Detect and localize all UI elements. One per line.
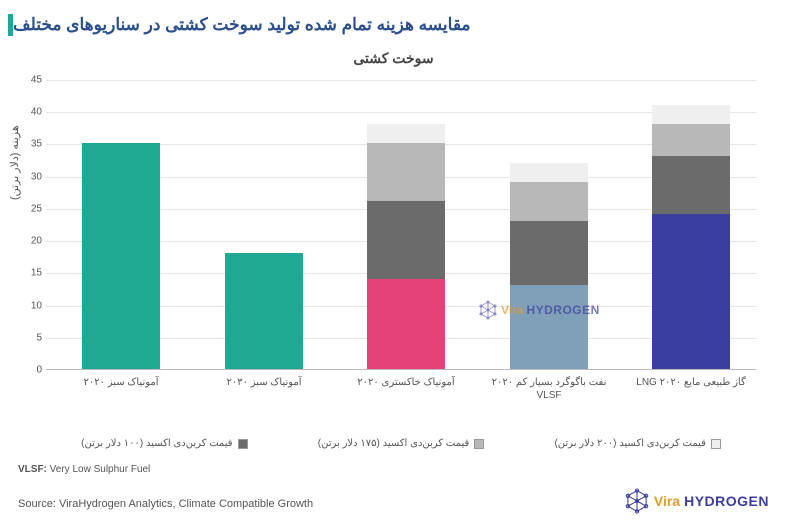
hex-icon <box>624 488 650 514</box>
source-text: Source: ViraHydrogen Analytics, Climate … <box>18 498 313 510</box>
vlsf-label: VLSF: <box>18 464 47 475</box>
bar-segment <box>367 201 445 278</box>
legend-item: قیمت کربن‌دی اکسید (۱۰۰ دلار برتن) <box>81 438 247 449</box>
bar-segment <box>652 156 730 214</box>
x-label: آمونیاک خاکستری ۲۰۲۰ <box>346 376 466 389</box>
y-axis-label: هزینه (دلار برتن) <box>8 125 21 200</box>
y-tick: 45 <box>18 75 42 86</box>
y-tick: 5 <box>18 332 42 343</box>
bar-segment <box>225 253 303 369</box>
bar-segment <box>652 105 730 124</box>
x-label: گاز طبیعی مایع LNG ۲۰۲۰ <box>631 376 751 389</box>
legend-label: قیمت کربن‌دی اکسید (۲۰۰ دلار برتن) <box>554 438 705 449</box>
bar-segment <box>510 163 588 182</box>
x-label: نفت باگوگرد بسیار کم ۲۰۲۰VLSF <box>489 376 609 402</box>
bar-segment <box>510 285 588 369</box>
y-tick: 15 <box>18 268 42 279</box>
chart-area: 051015202530354045 آمونیاک سبز ۲۰۲۰ آمونی… <box>46 80 756 400</box>
bar-segment <box>510 182 588 221</box>
grid-line <box>46 80 756 81</box>
legend-label: قیمت کربن‌دی اکسید (۱۷۵ دلار برتن) <box>318 438 469 449</box>
y-tick: 25 <box>18 203 42 214</box>
hex-icon <box>478 300 498 320</box>
y-tick: 10 <box>18 300 42 311</box>
bar-segment <box>652 124 730 156</box>
bar-segment <box>367 279 445 369</box>
legend-item: قیمت کربن‌دی اکسید (۱۷۵ دلار برتن) <box>318 438 484 449</box>
legend-swatch <box>238 439 248 449</box>
title-bar: مقایسه هزینه تمام شده تولید سوخت کشتی در… <box>0 0 787 36</box>
legend-item: قیمت کربن‌دی اکسید (۲۰۰ دلار برتن) <box>554 438 720 449</box>
plot-area: 051015202530354045 <box>46 80 756 370</box>
vlsf-text: Very Low Sulphur Fuel <box>50 464 151 475</box>
y-tick: 30 <box>18 171 42 182</box>
logo-watermark: ViraHYDROGEN <box>478 300 600 320</box>
y-tick: 0 <box>18 365 42 376</box>
grid-line <box>46 112 756 113</box>
vlsf-note: VLSF: Very Low Sulphur Fuel <box>18 464 150 475</box>
logo-vira-text: Vira <box>501 303 523 317</box>
bar-segment <box>367 143 445 201</box>
bar-segment <box>652 214 730 369</box>
bar-segment <box>367 124 445 143</box>
chart-title: مقایسه هزینه تمام شده تولید سوخت کشتی در… <box>13 15 471 35</box>
legend-label: قیمت کربن‌دی اکسید (۱۰۰ دلار برتن) <box>81 438 232 449</box>
x-label: آمونیاک سبز ۲۰۲۰ <box>61 376 181 389</box>
bar-segment <box>82 143 160 369</box>
bar-segment <box>510 221 588 285</box>
y-tick: 35 <box>18 139 42 150</box>
logo-vira-text: Vira <box>654 493 680 509</box>
legend-swatch <box>474 439 484 449</box>
x-label: آمونیاک سبز ۲۰۳۰ <box>204 376 324 389</box>
legend: قیمت کربن‌دی اکسید (۱۰۰ دلار برتن) قیمت ک… <box>46 438 756 449</box>
title-accent <box>8 14 13 36</box>
y-tick: 40 <box>18 107 42 118</box>
logo-hydrogen-text: HYDROGEN <box>526 303 599 317</box>
logo-hydrogen-text: HYDROGEN <box>684 493 769 509</box>
legend-swatch <box>711 439 721 449</box>
chart-subtitle: سوخت کشتی <box>0 50 787 67</box>
logo-main: ViraHYDROGEN <box>624 488 769 514</box>
y-tick: 20 <box>18 236 42 247</box>
